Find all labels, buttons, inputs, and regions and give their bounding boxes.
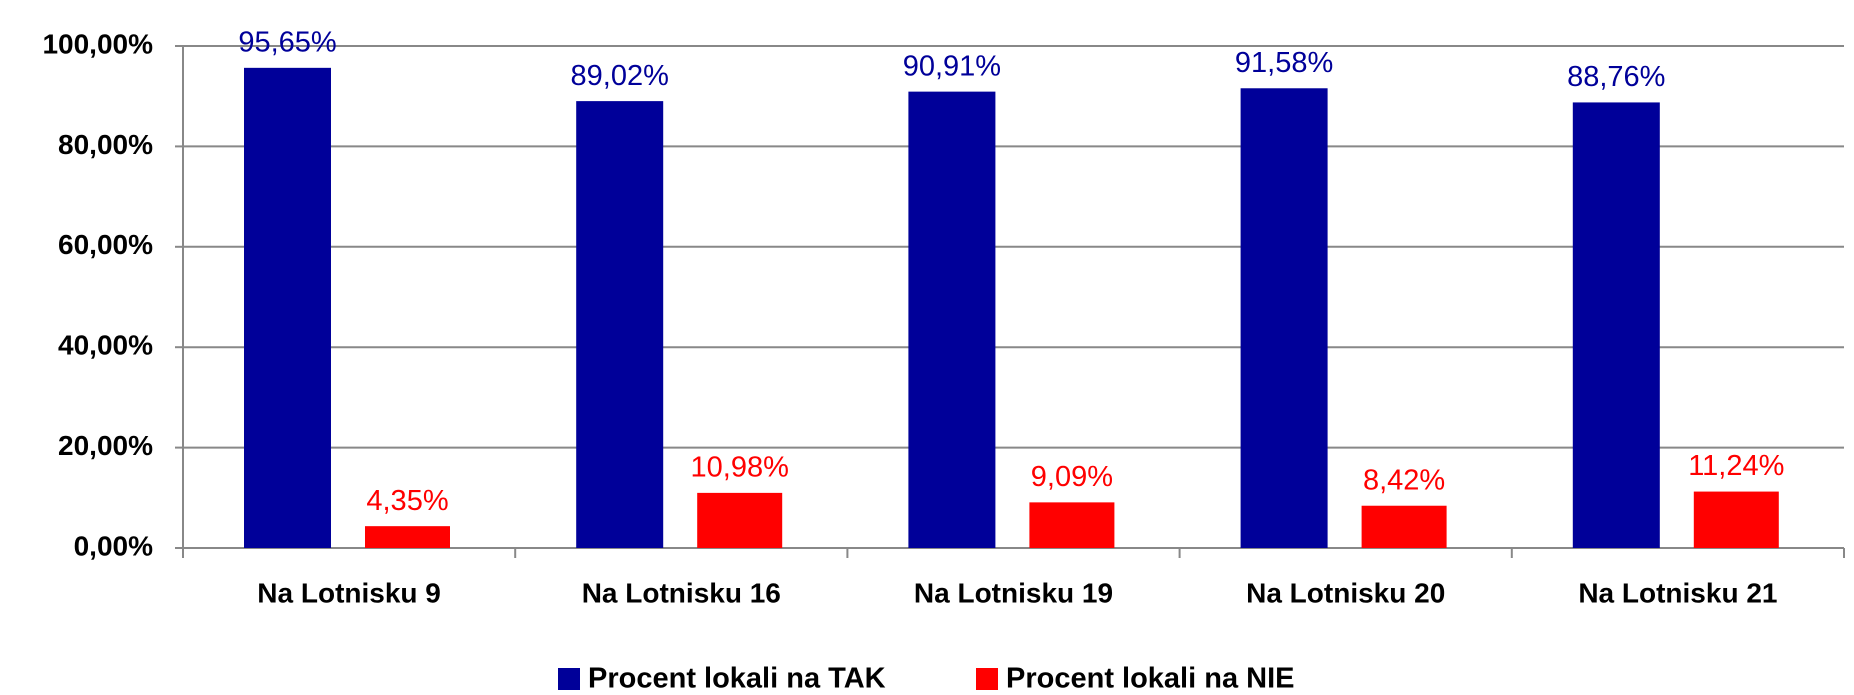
value-label: 4,35% bbox=[366, 485, 448, 517]
legend-swatch bbox=[558, 668, 580, 690]
bar bbox=[365, 526, 450, 548]
value-label: 90,91% bbox=[903, 50, 1001, 82]
bar bbox=[1361, 505, 1447, 548]
value-label: 95,65% bbox=[238, 26, 336, 58]
y-tick-label: 100,00% bbox=[42, 28, 153, 59]
legend-label: Procent lokali na NIE bbox=[1006, 663, 1294, 695]
value-label: 91,58% bbox=[1235, 47, 1333, 79]
value-label: 89,02% bbox=[571, 60, 669, 92]
bar bbox=[1029, 502, 1115, 548]
y-tick-label: 80,00% bbox=[58, 129, 153, 160]
legend-label: Procent lokali na TAK bbox=[588, 663, 886, 695]
bar bbox=[1572, 102, 1660, 548]
y-tick-label: 60,00% bbox=[58, 229, 153, 260]
x-tick-label: Na Lotnisku 20 bbox=[1246, 577, 1445, 608]
y-tick-label: 0,00% bbox=[74, 530, 153, 561]
value-label: 88,76% bbox=[1567, 61, 1665, 93]
y-tick-label: 40,00% bbox=[58, 330, 153, 361]
bar bbox=[1693, 491, 1779, 548]
x-tick-label: Na Lotnisku 16 bbox=[582, 577, 781, 608]
y-tick-label: 20,00% bbox=[58, 430, 153, 461]
bar bbox=[908, 91, 996, 548]
bar bbox=[244, 67, 331, 548]
value-label: 9,09% bbox=[1031, 461, 1113, 493]
value-label: 10,98% bbox=[691, 452, 789, 484]
bar bbox=[576, 101, 664, 548]
x-tick-label: Na Lotnisku 19 bbox=[914, 577, 1113, 608]
x-tick-label: Na Lotnisku 21 bbox=[1578, 577, 1777, 608]
value-label: 8,42% bbox=[1363, 464, 1445, 496]
legend-swatch bbox=[976, 668, 998, 690]
x-tick-label: Na Lotnisku 9 bbox=[257, 577, 441, 608]
bar bbox=[697, 492, 783, 548]
value-label: 11,24% bbox=[1688, 450, 1784, 482]
bar bbox=[1240, 88, 1328, 548]
